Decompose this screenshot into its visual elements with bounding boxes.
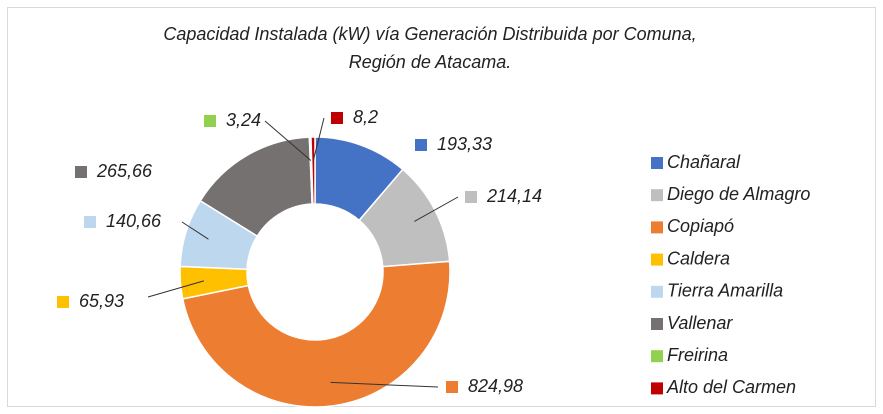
legend-label: Freirina <box>667 345 728 365</box>
legend-label: Alto del Carmen <box>666 377 796 397</box>
leader-line <box>181 221 209 240</box>
label-swatch <box>84 216 96 228</box>
label-swatch <box>446 381 458 393</box>
legend-label: Caldera <box>667 248 730 268</box>
data-label: 8,2 <box>353 107 378 127</box>
legend-label: Copiapó <box>667 216 734 236</box>
label-swatch <box>415 139 427 151</box>
leader-line <box>330 381 439 388</box>
data-label: 824,98 <box>468 376 523 396</box>
data-label: 193,33 <box>437 134 492 154</box>
chart-title: Capacidad Instalada (kW) vía Generación … <box>163 24 696 44</box>
leader-line <box>147 280 204 298</box>
leader-line <box>414 196 459 222</box>
legend-swatch <box>651 285 663 298</box>
legend-swatch <box>651 318 663 330</box>
legend-swatch <box>651 157 663 169</box>
legend-swatch <box>651 253 663 266</box>
legend-label: Vallenar <box>667 313 733 333</box>
label-swatch <box>331 112 343 124</box>
donut-slice <box>310 136 316 205</box>
data-label: 214,14 <box>486 186 542 206</box>
legend-swatch <box>651 221 663 234</box>
legend-label: Tierra Amarilla <box>667 281 783 301</box>
label-swatch <box>75 166 87 178</box>
label-swatch <box>204 115 216 127</box>
chart-title: Región de Atacama. <box>349 52 511 72</box>
data-label: 65,93 <box>79 291 124 311</box>
leader-line <box>264 120 312 161</box>
chart-border <box>7 7 876 407</box>
legend-label: Diego de Almagro <box>667 184 810 204</box>
legend-swatch <box>651 189 663 202</box>
donut-slice <box>181 260 451 408</box>
legend-swatch <box>651 350 663 363</box>
data-label: 140,66 <box>106 211 162 231</box>
legend-swatch <box>651 382 663 395</box>
data-label: 265,66 <box>96 161 153 181</box>
data-label: 3,24 <box>226 110 261 130</box>
legend-label: Chañaral <box>667 152 741 172</box>
label-swatch <box>465 191 477 203</box>
label-swatch <box>57 296 69 308</box>
leader-line <box>312 117 325 161</box>
